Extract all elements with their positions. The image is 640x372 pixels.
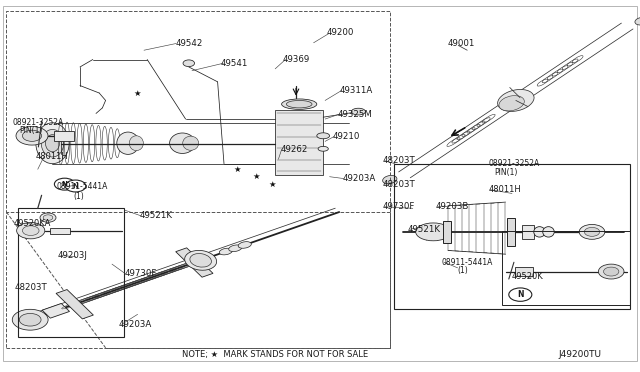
- Bar: [50, 228, 70, 234]
- Bar: [6, 11, 390, 348]
- Text: 48203T: 48203T: [382, 180, 415, 189]
- Bar: [502, 231, 630, 305]
- Text: 08911-5441A: 08911-5441A: [56, 182, 108, 191]
- Circle shape: [22, 226, 39, 235]
- Circle shape: [22, 130, 42, 141]
- Text: ★: ★: [134, 89, 141, 97]
- Bar: [443, 221, 451, 243]
- Circle shape: [579, 224, 605, 239]
- Bar: [522, 225, 534, 238]
- Text: 48011H: 48011H: [35, 152, 68, 161]
- Ellipse shape: [116, 132, 140, 154]
- Ellipse shape: [40, 213, 56, 222]
- Text: 49521K: 49521K: [140, 211, 173, 220]
- Circle shape: [54, 178, 75, 190]
- Text: 49521K: 49521K: [408, 225, 441, 234]
- Text: 08921-3252A: 08921-3252A: [488, 159, 540, 168]
- Ellipse shape: [317, 133, 330, 139]
- Text: ★: ★: [252, 172, 260, 181]
- Ellipse shape: [45, 135, 60, 152]
- Ellipse shape: [190, 254, 211, 267]
- Text: 49210: 49210: [333, 132, 360, 141]
- Polygon shape: [42, 304, 70, 318]
- Text: 49311A: 49311A: [339, 86, 372, 95]
- Ellipse shape: [416, 223, 451, 241]
- Bar: [507, 218, 515, 246]
- Text: 49730F: 49730F: [382, 202, 415, 211]
- Ellipse shape: [220, 248, 232, 255]
- Text: 49203A: 49203A: [342, 174, 376, 183]
- Text: J49200TU: J49200TU: [559, 350, 602, 359]
- Text: 49203B: 49203B: [435, 202, 468, 211]
- Ellipse shape: [635, 17, 640, 25]
- Text: 49200: 49200: [326, 28, 354, 37]
- Text: (1): (1): [74, 192, 84, 201]
- Bar: [394, 164, 630, 309]
- Ellipse shape: [183, 136, 198, 150]
- Circle shape: [17, 222, 45, 239]
- Ellipse shape: [36, 123, 69, 164]
- Circle shape: [598, 264, 624, 279]
- Text: PIN(1): PIN(1): [19, 126, 43, 135]
- Ellipse shape: [185, 250, 216, 270]
- Text: 48203T: 48203T: [14, 283, 47, 292]
- Ellipse shape: [543, 227, 554, 237]
- Ellipse shape: [44, 215, 52, 220]
- Text: 08921-3252A: 08921-3252A: [13, 118, 64, 126]
- Circle shape: [509, 288, 532, 301]
- Circle shape: [584, 227, 600, 236]
- Text: N: N: [61, 181, 68, 187]
- Text: 49203J: 49203J: [58, 251, 88, 260]
- Ellipse shape: [228, 245, 242, 251]
- Text: 48011H: 48011H: [488, 185, 521, 194]
- Bar: [18, 208, 124, 337]
- Text: 49262: 49262: [280, 145, 308, 154]
- Text: PIN(1): PIN(1): [495, 169, 518, 177]
- Text: 49541: 49541: [221, 59, 248, 68]
- Circle shape: [19, 314, 41, 326]
- Ellipse shape: [351, 108, 365, 115]
- Text: 49542: 49542: [176, 39, 204, 48]
- Text: 48203T: 48203T: [382, 156, 415, 165]
- Ellipse shape: [534, 227, 545, 237]
- Text: 49520K: 49520K: [512, 272, 544, 280]
- Ellipse shape: [170, 133, 195, 153]
- Ellipse shape: [499, 96, 524, 111]
- Text: ★: ★: [268, 180, 276, 189]
- Ellipse shape: [287, 100, 312, 108]
- Circle shape: [604, 267, 619, 276]
- Ellipse shape: [498, 89, 534, 112]
- Bar: [54, 131, 74, 141]
- Text: 49001: 49001: [448, 39, 476, 48]
- Ellipse shape: [238, 242, 252, 248]
- Text: 49203A: 49203A: [119, 320, 152, 329]
- Ellipse shape: [282, 99, 317, 109]
- Bar: [275, 110, 323, 175]
- Text: 49520KA: 49520KA: [14, 219, 51, 228]
- Polygon shape: [176, 248, 213, 277]
- Text: N: N: [517, 290, 524, 299]
- Circle shape: [65, 180, 86, 192]
- Circle shape: [12, 310, 48, 330]
- Ellipse shape: [383, 176, 397, 184]
- Text: 49730F: 49730F: [124, 269, 157, 278]
- Text: ★: ★: [233, 165, 241, 174]
- Text: 49325M: 49325M: [337, 110, 372, 119]
- Text: NOTE; ★  MARK STANDS FOR NOT FOR SALE: NOTE; ★ MARK STANDS FOR NOT FOR SALE: [182, 350, 368, 359]
- Text: 49369: 49369: [283, 55, 310, 64]
- Ellipse shape: [41, 129, 64, 157]
- Ellipse shape: [183, 60, 195, 67]
- Polygon shape: [56, 289, 93, 319]
- Ellipse shape: [129, 136, 143, 151]
- Text: N: N: [72, 183, 79, 189]
- Text: 08911-5441A: 08911-5441A: [442, 258, 493, 267]
- Ellipse shape: [318, 146, 328, 151]
- Circle shape: [16, 126, 48, 145]
- Bar: [515, 267, 533, 276]
- Text: (1): (1): [458, 266, 468, 275]
